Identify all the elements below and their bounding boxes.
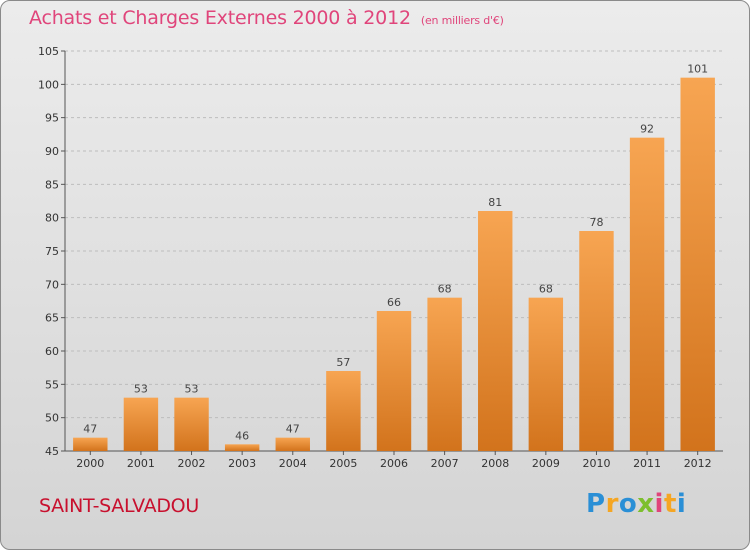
bar <box>579 231 614 451</box>
logo-letter: x <box>637 489 655 519</box>
x-tick-label: 2011 <box>633 457 661 470</box>
data-label: 66 <box>387 296 401 309</box>
data-label: 47 <box>286 423 300 436</box>
bar <box>123 397 159 451</box>
x-tick-label: 2009 <box>532 457 560 470</box>
commune-name: SAINT-SALVADOU <box>39 495 199 517</box>
bar <box>275 437 310 451</box>
data-label: 53 <box>185 383 199 396</box>
x-tick-label: 2012 <box>684 457 712 470</box>
bars <box>73 77 715 452</box>
y-tick-label: 80 <box>45 212 59 225</box>
logo-letter: i <box>676 489 687 519</box>
y-tick-label: 70 <box>45 278 59 291</box>
logo-letter: o <box>618 489 638 519</box>
bar <box>224 444 260 451</box>
bar <box>528 297 564 451</box>
y-tick-label: 100 <box>38 78 59 91</box>
y-tick-label: 65 <box>45 312 59 325</box>
x-tick-label: 2007 <box>431 457 459 470</box>
labels: 47 53 53 46 47 57 66 68 81 68 78 92 101 <box>83 63 708 443</box>
y-tick-label: 90 <box>45 145 59 158</box>
logo-letter: r <box>605 489 619 519</box>
data-label: 81 <box>488 196 502 209</box>
data-label: 101 <box>687 63 708 76</box>
chart-subtitle: (en milliers d'€) <box>420 14 504 27</box>
data-label: 53 <box>134 383 148 396</box>
chart-title-text: Achats et Charges Externes 2000 à 2012 <box>29 7 411 29</box>
y-tick-label: 85 <box>45 178 59 191</box>
x-tick-label: 2003 <box>228 457 256 470</box>
data-label: 68 <box>438 283 452 296</box>
y-tick-label: 45 <box>45 445 59 458</box>
bar <box>478 211 513 451</box>
bar <box>73 437 108 451</box>
x-tick-label: 2004 <box>279 457 307 470</box>
chart-title: Achats et Charges Externes 2000 à 2012 (e… <box>29 7 504 29</box>
x-tick-label: 2010 <box>582 457 610 470</box>
axes: 45 50 55 60 65 70 75 80 85 90 95 100 105 2000 2001 2002… <box>38 45 723 470</box>
y-tick-label: 95 <box>45 112 59 125</box>
bar <box>629 137 665 451</box>
bar <box>427 297 462 451</box>
y-tick-label: 60 <box>45 345 59 358</box>
data-label: 47 <box>83 423 97 436</box>
data-label: 57 <box>336 356 350 369</box>
bar <box>326 371 361 451</box>
x-tick-label: 2006 <box>380 457 408 470</box>
x-tick-label: 2008 <box>481 457 509 470</box>
logo-letter: t <box>663 489 677 519</box>
data-label: 92 <box>640 123 654 136</box>
bar <box>680 77 715 452</box>
data-label: 68 <box>539 283 553 296</box>
y-tick-label: 50 <box>45 412 59 425</box>
logo-letter: P <box>586 489 606 519</box>
data-label: 78 <box>589 216 603 229</box>
bar <box>174 397 209 451</box>
x-tick-label: 2000 <box>76 457 104 470</box>
x-tick-label: 2001 <box>127 457 155 470</box>
x-tick-label: 2002 <box>178 457 206 470</box>
bar <box>376 311 412 451</box>
y-tick-label: 75 <box>45 245 59 258</box>
y-tick-label: 105 <box>38 45 59 58</box>
proxiti-logo[interactable]: Proxiti <box>586 489 686 519</box>
x-tick-label: 2005 <box>329 457 357 470</box>
logo-letter: i <box>654 489 664 519</box>
y-tick-label: 55 <box>45 378 59 391</box>
data-label: 46 <box>235 429 249 442</box>
